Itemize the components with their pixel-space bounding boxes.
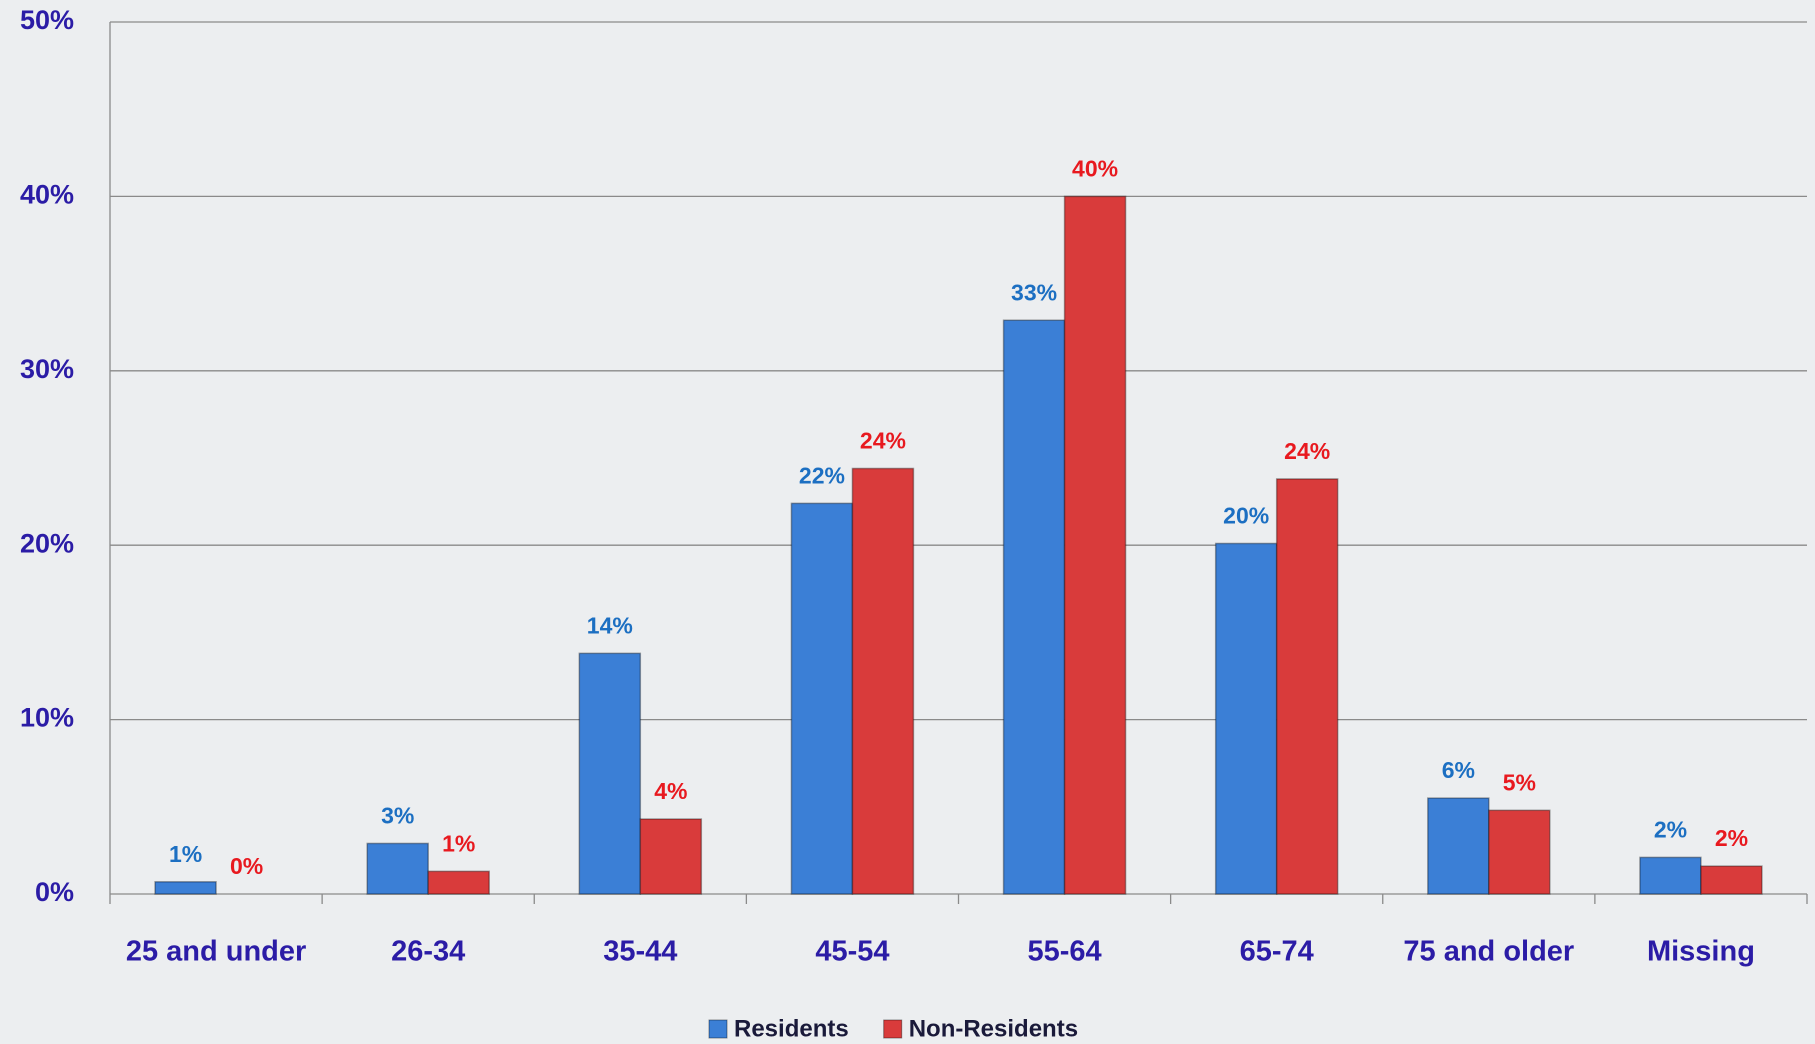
x-tick-label: 26-34	[391, 936, 465, 968]
value-label: 24%	[1284, 438, 1330, 464]
value-label: 5%	[1503, 769, 1536, 795]
legend-swatch	[708, 1019, 728, 1039]
x-tick-label: 75 and older	[1403, 936, 1574, 968]
bar	[639, 818, 703, 895]
bar	[1488, 809, 1551, 895]
bar	[1002, 319, 1066, 895]
bar	[366, 842, 429, 895]
x-tick-label: 45-54	[815, 936, 889, 968]
value-label: 2%	[1715, 825, 1748, 851]
y-tick-label: 10%	[20, 703, 74, 733]
value-label: 1%	[442, 830, 475, 856]
y-tick-label: 20%	[20, 528, 74, 558]
legend-swatch	[883, 1019, 903, 1039]
x-tick-label: Missing	[1647, 936, 1755, 968]
y-tick-label: 50%	[20, 5, 74, 35]
legend-label: Residents	[734, 1015, 849, 1042]
legend-label: Non-Residents	[909, 1015, 1078, 1042]
value-label: 4%	[654, 778, 687, 804]
y-tick-label: 40%	[20, 180, 74, 210]
value-label: 20%	[1223, 503, 1269, 529]
x-tick-label: 55-64	[1027, 936, 1101, 968]
bar	[851, 467, 915, 895]
x-tick-label: 25 and under	[126, 936, 307, 968]
value-label: 2%	[1654, 816, 1687, 842]
value-label: 22%	[799, 462, 845, 488]
bar	[1700, 865, 1763, 895]
bar	[790, 502, 854, 895]
bar	[1275, 478, 1339, 895]
value-label: 0%	[230, 853, 263, 879]
value-label: 14%	[587, 612, 633, 638]
bar	[1063, 195, 1127, 895]
y-tick-label: 0%	[35, 877, 74, 907]
value-label: 33%	[1011, 279, 1057, 305]
value-label: 24%	[860, 428, 906, 454]
value-label: 6%	[1442, 757, 1475, 783]
bar	[578, 652, 642, 895]
bar	[1639, 856, 1702, 895]
value-label: 1%	[169, 841, 202, 867]
x-tick-label: 65-74	[1240, 936, 1314, 968]
bar	[427, 870, 490, 895]
x-tick-label: 35-44	[603, 936, 677, 968]
value-label: 3%	[381, 803, 414, 829]
value-label: 40%	[1072, 155, 1118, 181]
bar	[154, 881, 217, 895]
y-tick-label: 30%	[20, 354, 74, 384]
bar	[1427, 797, 1490, 895]
bar	[1214, 542, 1278, 895]
